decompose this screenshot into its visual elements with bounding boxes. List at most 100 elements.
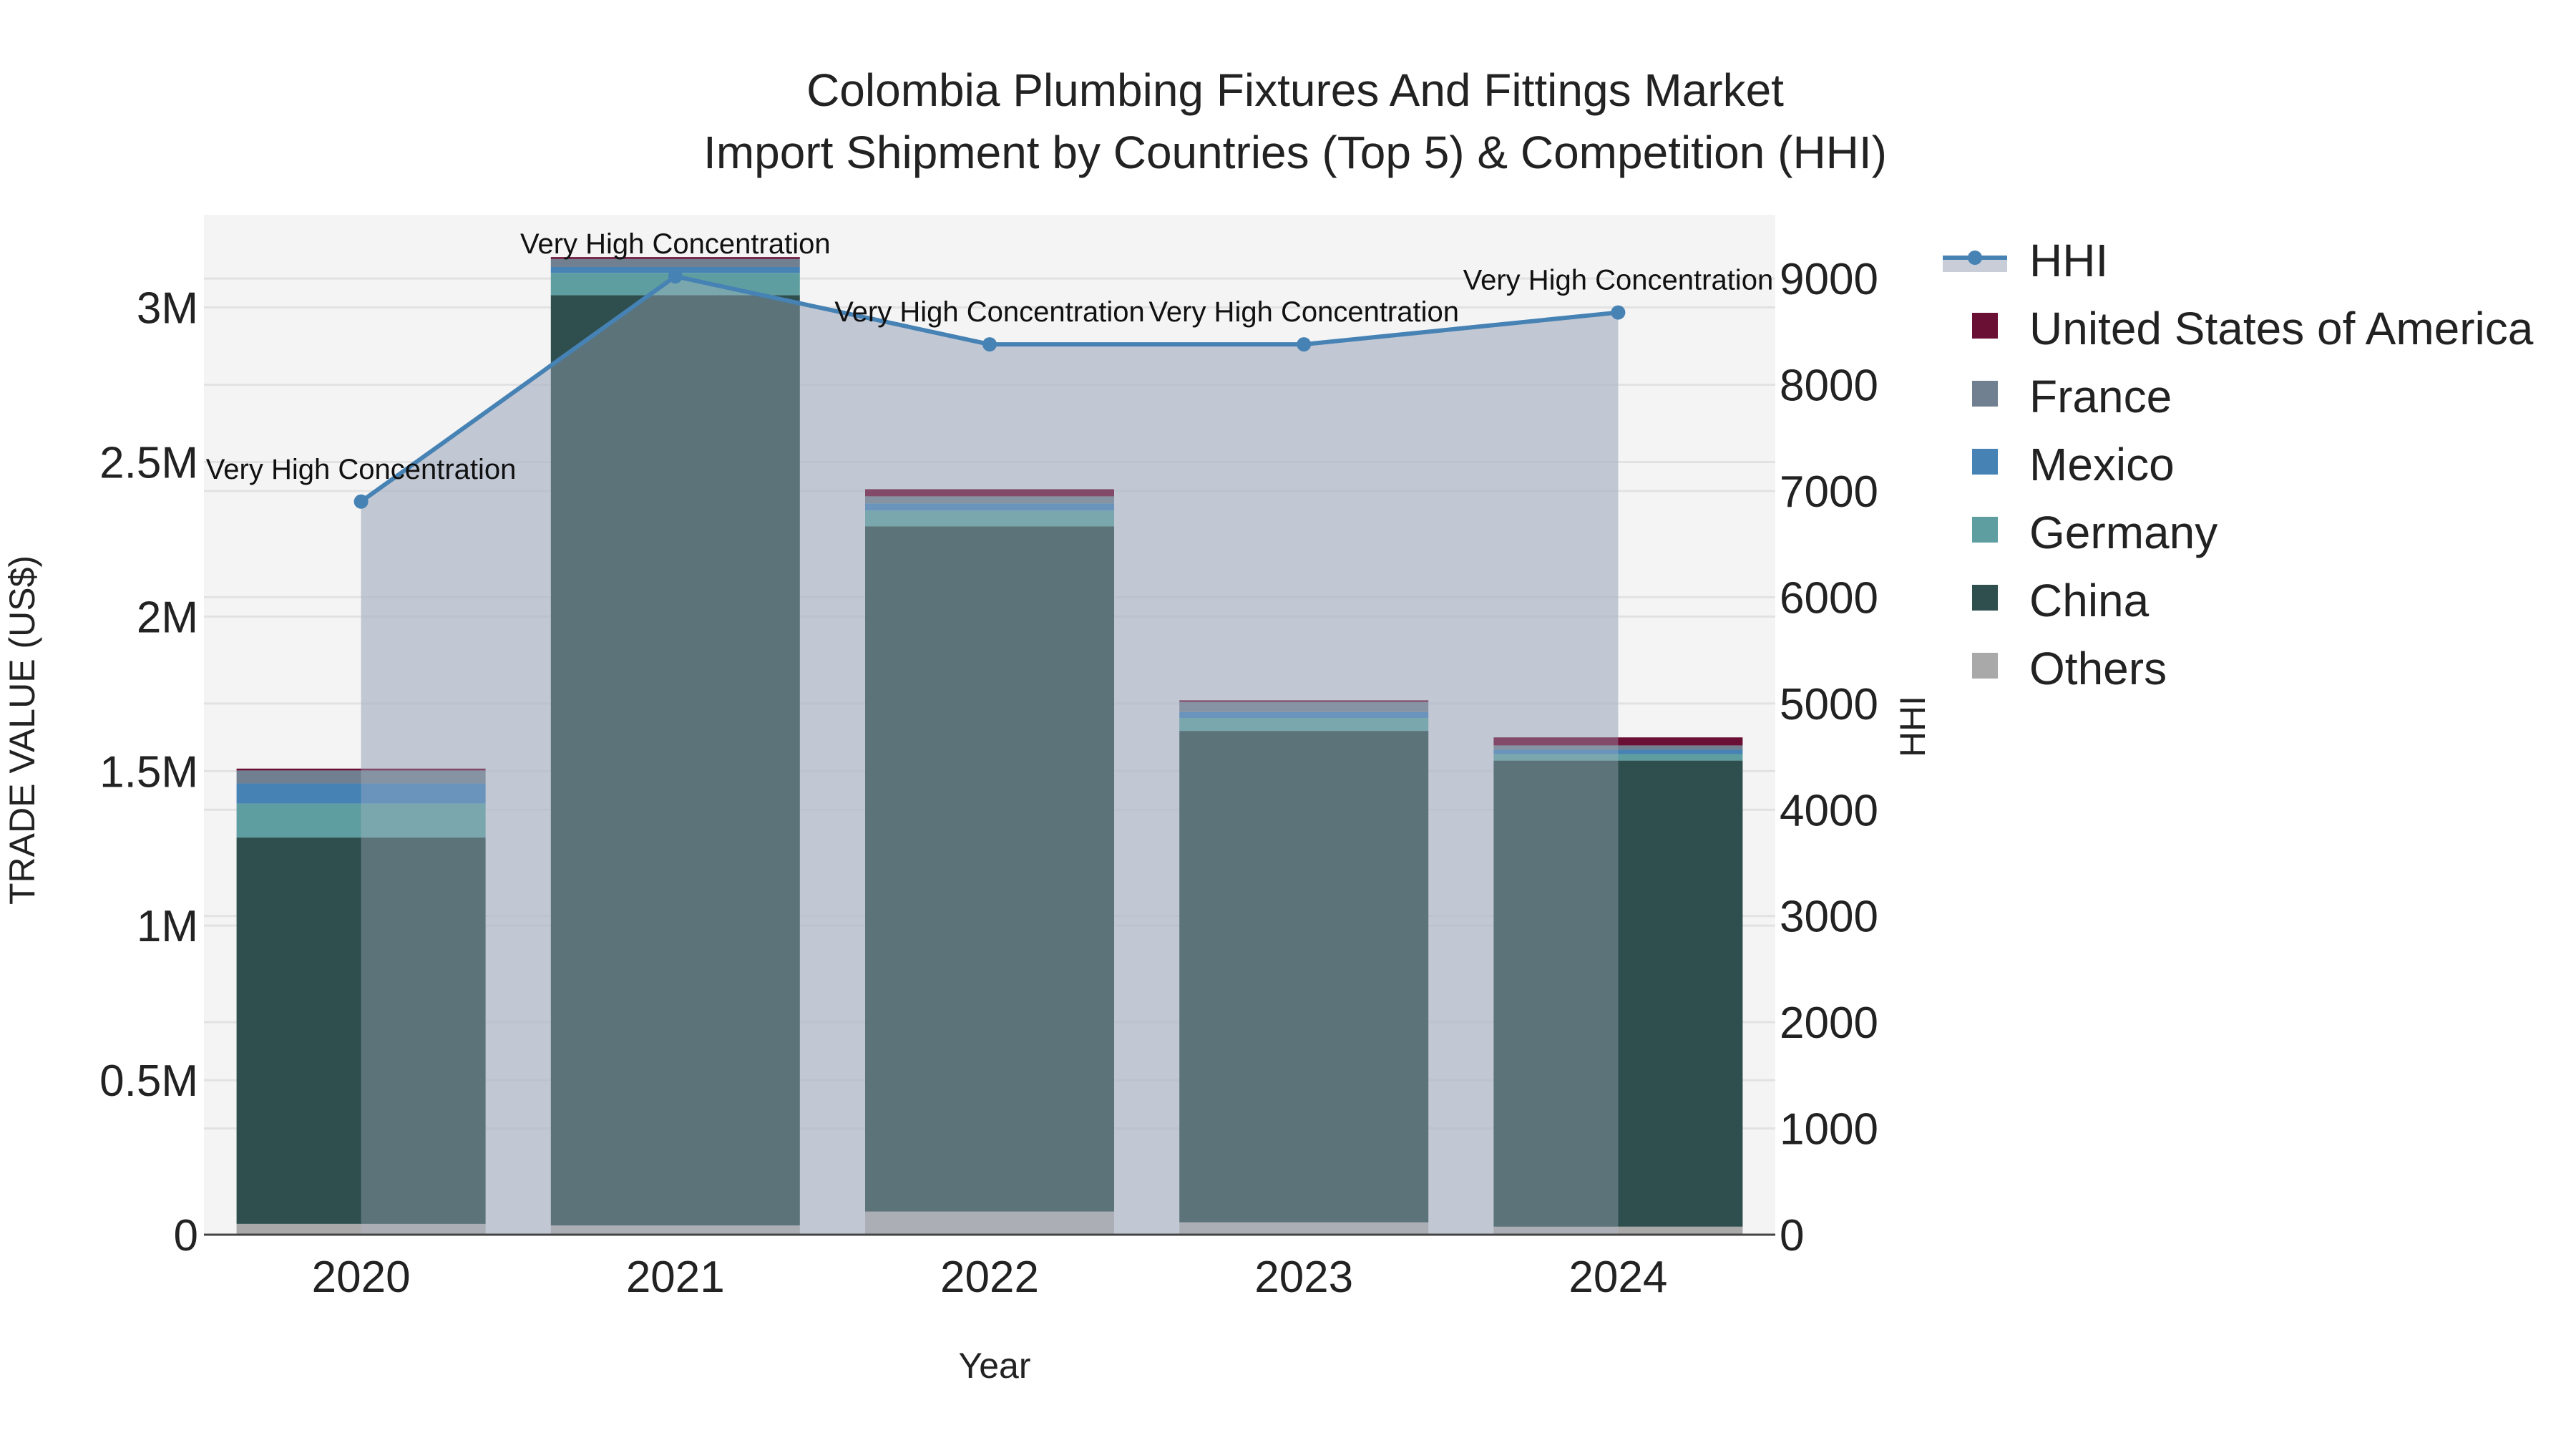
bar-stack-2022[interactable]	[865, 489, 1114, 1235]
y2-tick-label: 4000	[1780, 786, 1878, 835]
x-tick-label: 2021	[626, 1253, 725, 1302]
bars-overlay	[361, 276, 1619, 1235]
x-tick-label: 2020	[312, 1253, 411, 1302]
bar-stack-2020[interactable]	[236, 768, 486, 1235]
legend-label: France	[2029, 371, 2172, 422]
y2-tick-label: 8000	[1780, 361, 1878, 411]
legend-item-china[interactable]: China	[1972, 575, 2150, 626]
y2-tick-label: 7000	[1780, 467, 1878, 517]
bar-segment-china[interactable]	[865, 526, 1114, 1212]
hhi-line	[353, 269, 1626, 509]
y2-tick-label: 0	[1780, 1211, 1804, 1260]
legend-label: China	[2029, 575, 2150, 626]
bar-segment-others[interactable]	[236, 1223, 486, 1235]
bar-segment-mexico[interactable]	[236, 783, 486, 804]
hhi-annotation: Very High Concentration	[520, 228, 831, 260]
x-axis-title: Year	[958, 1346, 1030, 1386]
legend-label: Germany	[2029, 507, 2218, 558]
legend-swatch-icon	[1972, 517, 1998, 543]
y2-tick-label: 5000	[1780, 680, 1878, 729]
bar-segment-others[interactable]	[1179, 1222, 1429, 1235]
hhi-marker[interactable]	[353, 494, 369, 509]
bar-segment-others[interactable]	[1493, 1226, 1743, 1235]
y2-axis-ticks: 0 1000 2000 3000 4000 5000 6000 7000 8000 9000	[1780, 255, 1878, 1260]
hhi-marker[interactable]	[1611, 305, 1626, 320]
chart-title: Colombia Plumbing Fixtures And Fittings …	[703, 64, 1887, 178]
legend-swatch-icon	[1972, 313, 1998, 339]
legend-item-germany[interactable]: Germany	[1972, 507, 2218, 558]
bar-segment-germany[interactable]	[865, 510, 1114, 527]
bar-stack-2024[interactable]	[1493, 737, 1743, 1235]
y-tick-label: 1M	[137, 902, 198, 951]
legend-label: Others	[2029, 643, 2167, 694]
hhi-annotation: Very High Concentration	[834, 296, 1145, 328]
legend-swatch-icon	[1972, 653, 1998, 679]
bar-segment-france[interactable]	[1179, 701, 1429, 712]
y2-tick-label: 2000	[1780, 998, 1878, 1048]
y-tick-label: 3M	[137, 284, 198, 334]
legend-swatch-icon	[1972, 585, 1998, 611]
bar-segment-china[interactable]	[550, 295, 800, 1226]
y2-tick-label: 6000	[1780, 573, 1878, 623]
bar-stack-2023[interactable]	[1179, 700, 1429, 1235]
legend-swatch-icon	[1972, 449, 1998, 475]
bar-segment-china[interactable]	[1179, 731, 1429, 1223]
bar-segment-france[interactable]	[865, 496, 1114, 504]
legend-item-united-states-of-america[interactable]: United States of America	[1972, 303, 2534, 354]
bar-segment-mexico[interactable]	[1493, 749, 1743, 754]
chart-title-line-1: Colombia Plumbing Fixtures And Fittings …	[806, 64, 1784, 116]
hhi-area-overlay	[361, 276, 1619, 1235]
bar-segment-china[interactable]	[236, 837, 486, 1224]
bar-segment-others[interactable]	[865, 1211, 1114, 1235]
legend-label: United States of America	[2029, 303, 2534, 354]
hhi-marker[interactable]	[982, 337, 997, 352]
legend-label: HHI	[2029, 235, 2108, 286]
hhi-annotation: Very High Concentration	[1463, 265, 1774, 296]
hhi-marker[interactable]	[1297, 337, 1312, 352]
x-tick-label: 2022	[940, 1253, 1039, 1302]
legend-item-hhi[interactable]: HHI	[1943, 235, 2108, 286]
bar-stack-2021[interactable]	[550, 257, 800, 1235]
bar-segment-germany[interactable]	[1179, 718, 1429, 732]
bar-segment-china[interactable]	[1493, 760, 1743, 1227]
legend-item-france[interactable]: France	[1972, 371, 2172, 422]
y2-tick-label: 9000	[1780, 255, 1878, 304]
y2-tick-label: 1000	[1780, 1105, 1878, 1155]
hhi-legend-marker-icon	[1968, 251, 1982, 265]
bar-segment-united-states-of-america[interactable]	[1493, 737, 1743, 746]
y-tick-label: 0	[174, 1211, 198, 1260]
y-axis-ticks: 0 0.5M 1M 1.5M 2M 2.5M 3M	[99, 284, 198, 1260]
bar-segment-germany[interactable]	[1493, 754, 1743, 761]
bar-segment-united-states-of-america[interactable]	[236, 768, 486, 771]
bar-segment-germany[interactable]	[236, 803, 486, 838]
x-axis-ticks: 2020 2021 2022 2023 2024	[312, 1253, 1668, 1302]
y-tick-label: 2.5M	[99, 438, 198, 487]
x-tick-label: 2023	[1254, 1253, 1353, 1302]
bar-segment-others[interactable]	[550, 1225, 800, 1235]
legend-item-mexico[interactable]: Mexico	[1972, 439, 2175, 490]
bar-segment-united-states-of-america[interactable]	[865, 489, 1114, 497]
legend-swatch-icon	[1972, 381, 1998, 407]
hhi-annotation: Very High Concentration	[1148, 296, 1459, 328]
legend-item-others[interactable]: Others	[1972, 643, 2167, 694]
chart-title-line-2: Import Shipment by Countries (Top 5) & C…	[703, 127, 1887, 178]
bar-segment-mexico[interactable]	[1179, 711, 1429, 718]
legend: HHI United States of America France Mexico G…	[1943, 235, 2534, 694]
y-tick-label: 1.5M	[99, 747, 198, 797]
bars	[236, 257, 1743, 1235]
y-axis-title: TRADE VALUE (US$)	[2, 555, 42, 905]
bar-segment-france[interactable]	[550, 258, 800, 267]
bar-segment-france[interactable]	[236, 770, 486, 784]
bar-segment-france[interactable]	[1493, 745, 1743, 750]
y2-axis-title: HHI	[1893, 696, 1933, 757]
y2-tick-label: 3000	[1780, 893, 1878, 942]
bar-segment-united-states-of-america[interactable]	[550, 257, 800, 259]
bar-segment-united-states-of-america[interactable]	[1179, 700, 1429, 702]
y-tick-label: 2M	[137, 593, 198, 642]
bar-segment-mexico[interactable]	[865, 503, 1114, 511]
y-tick-label: 0.5M	[99, 1056, 198, 1106]
hhi-marker[interactable]	[668, 269, 683, 284]
